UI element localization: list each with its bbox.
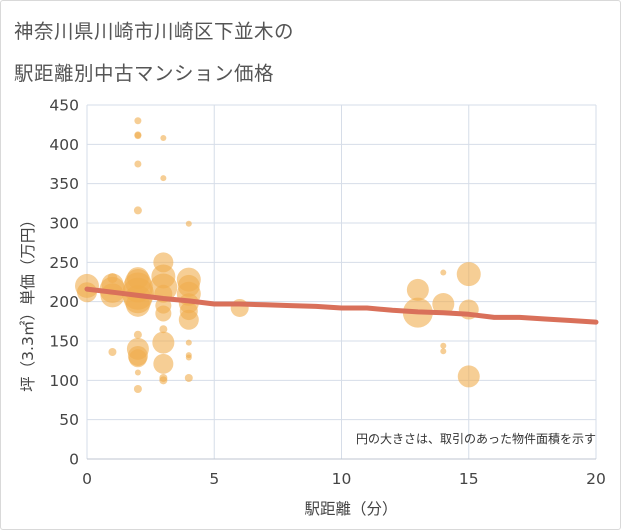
y-tick-label: 250: [49, 254, 79, 272]
data-point-bubble: [153, 353, 174, 374]
data-point-bubble: [107, 273, 118, 284]
chart-title-line1: 神奈川県川崎市川崎区下並木の: [14, 20, 295, 43]
data-point-bubble: [152, 331, 175, 354]
data-point-bubble: [457, 365, 480, 388]
y-tick-label: 50: [59, 411, 79, 429]
x-axis-ticks: 0 5 10 15 20: [82, 470, 606, 488]
data-point-bubble: [125, 292, 150, 317]
size-note: 円の大きさは、取引のあった物件面積を示す: [356, 431, 596, 446]
data-point-bubble: [159, 325, 168, 334]
data-point-bubble: [160, 175, 167, 182]
data-point-bubble: [134, 160, 142, 168]
data-point-bubble: [440, 342, 447, 349]
x-tick-label: 20: [586, 470, 606, 488]
y-tick-label: 100: [49, 372, 79, 390]
data-point-bubble: [184, 373, 193, 382]
data-point-bubble: [134, 132, 142, 140]
data-point-bubble: [159, 376, 168, 385]
data-point-bubble: [155, 305, 172, 322]
data-point-bubble: [185, 220, 192, 227]
data-point-bubble: [133, 206, 142, 215]
data-point-bubble: [134, 369, 141, 376]
y-tick-label: 0: [69, 451, 79, 469]
bubble-layer: [75, 117, 481, 393]
x-tick-label: 10: [332, 470, 352, 488]
data-point-bubble: [134, 117, 142, 125]
x-axis-label: 駅距離（分）: [304, 500, 397, 518]
data-point-bubble: [133, 384, 142, 393]
data-point-bubble: [432, 293, 455, 316]
y-tick-label: 450: [49, 97, 79, 115]
x-tick-label: 0: [82, 470, 92, 488]
y-tick-label: 400: [49, 136, 79, 154]
y-tick-label: 350: [49, 175, 79, 193]
data-point-bubble: [185, 354, 192, 361]
data-point-bubble: [185, 339, 192, 346]
y-tick-label: 150: [49, 333, 79, 351]
data-point-bubble: [108, 348, 117, 357]
data-point-bubble: [160, 135, 167, 142]
y-axis-label: 坪（3.3㎡）単価（万円）: [19, 212, 37, 392]
trend-line: [84, 286, 599, 325]
y-tick-label: 200: [49, 293, 79, 311]
chart-title-line2: 駅距離別中古マンション価格: [14, 62, 275, 85]
data-point-bubble: [406, 278, 429, 301]
data-point-bubble: [178, 309, 199, 330]
x-tick-label: 15: [459, 470, 479, 488]
data-point-bubble: [133, 330, 142, 339]
x-tick-label: 5: [209, 470, 219, 488]
data-point-bubble: [440, 269, 447, 276]
data-point-bubble: [128, 349, 147, 368]
trend-layer: [84, 286, 599, 325]
data-point-bubble: [456, 262, 481, 287]
data-point-bubble: [440, 348, 447, 355]
y-axis-ticks: 0 50 100 150 200 250 300 350 400 450: [49, 97, 79, 469]
y-tick-label: 300: [49, 215, 79, 233]
